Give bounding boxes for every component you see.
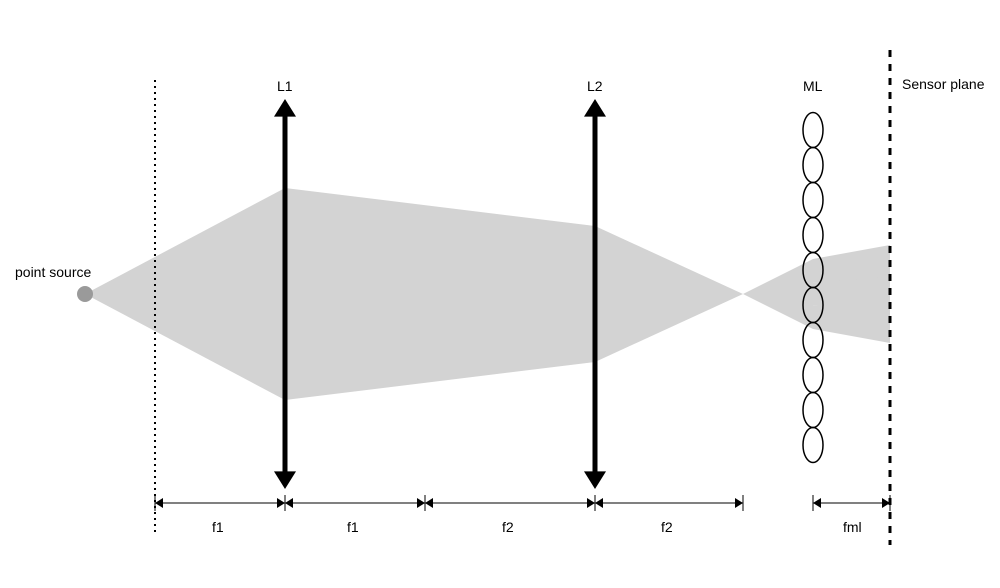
- dimension-label: f1: [212, 519, 224, 535]
- label-point-source: point source: [15, 264, 91, 280]
- microlens-element: [803, 393, 823, 428]
- ray-beam-group: [85, 188, 890, 400]
- microlens-element: [803, 218, 823, 253]
- sub-beam: [813, 277, 890, 311]
- dimension-line-group: [155, 495, 890, 511]
- label-lens1: L1: [277, 78, 293, 94]
- microlens-element: [803, 428, 823, 463]
- sub-beam: [813, 245, 890, 282]
- sub-beam: [813, 306, 890, 343]
- label-microlens: ML: [803, 78, 822, 94]
- point-source-marker: [77, 286, 93, 302]
- label-sensor-plane: Sensor plane: [902, 76, 985, 92]
- dimension-label: fml: [843, 519, 862, 535]
- dimension-label: f1: [347, 519, 359, 535]
- microlens-element: [803, 183, 823, 218]
- ray-sub-beams: [813, 245, 890, 343]
- label-lens2: L2: [587, 78, 603, 94]
- diagram-svg: [0, 0, 1000, 588]
- ray-beam-main: [85, 188, 743, 400]
- microlens-element: [803, 358, 823, 393]
- microlens-element: [803, 113, 823, 148]
- microlens-element: [803, 148, 823, 183]
- optical-diagram: point source Sensor plane L1 L2 ML f1 f1 f…: [0, 0, 1000, 588]
- dimension-label: f2: [502, 519, 514, 535]
- dimension-label: f2: [661, 519, 673, 535]
